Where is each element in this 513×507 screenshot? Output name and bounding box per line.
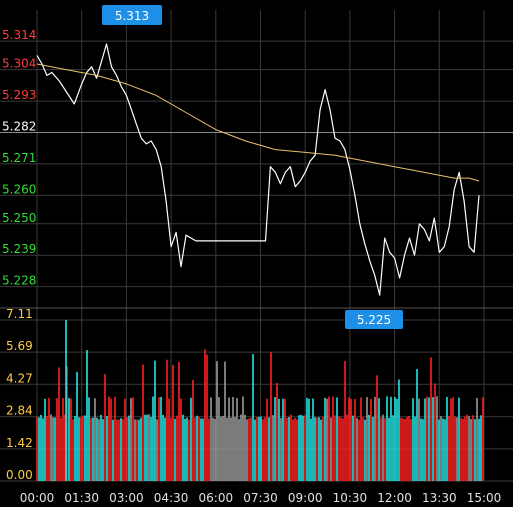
price-tick-label: 5.282 xyxy=(2,119,36,133)
time-tick-label: 06:00 xyxy=(199,491,234,505)
price-tick-label: 5.260 xyxy=(2,182,36,196)
price-tick-label: 5.228 xyxy=(2,274,36,288)
price-axis: 5.314 5.304 5.293 5.282 5.271 5.260 5.250 5.239… xyxy=(2,28,36,287)
low-price-label: 5.225 xyxy=(357,313,391,327)
time-tick-label: 00:00 xyxy=(20,491,55,505)
time-tick-label: 15:00 xyxy=(467,491,502,505)
high-price-label: 5.313 xyxy=(115,9,149,23)
volume-axis: 7.11 5.69 4.27 2.84 1.42 0.00 xyxy=(6,307,33,482)
time-tick-label: 12:00 xyxy=(377,491,412,505)
average-price-line xyxy=(36,63,480,182)
time-tick-label: 07:30 xyxy=(243,491,278,505)
low-price-tag: 5.225 xyxy=(345,310,403,329)
volume-tick-label: 2.84 xyxy=(6,404,33,418)
time-axis: 00:00 01:30 03:00 04:30 06:00 07:30 09:00 10:30… xyxy=(20,491,502,505)
volume-tick-label: 7.11 xyxy=(6,307,33,321)
time-tick-label: 09:00 xyxy=(288,491,323,505)
price-tick-label: 5.304 xyxy=(2,57,36,71)
volume-tick-label: 5.69 xyxy=(6,339,33,353)
volume-tick-label: 4.27 xyxy=(6,371,33,385)
time-tick-label: 04:30 xyxy=(154,491,189,505)
time-tick-label: 13:30 xyxy=(422,491,457,505)
volume-tick-label: 0.00 xyxy=(6,468,33,482)
volume-bars xyxy=(36,320,484,481)
price-tick-label: 5.314 xyxy=(2,28,36,42)
high-price-tag: 5.313 xyxy=(102,5,162,25)
price-tick-label: 5.250 xyxy=(2,211,36,225)
price-tick-label: 5.271 xyxy=(2,151,36,165)
price-line xyxy=(36,43,480,296)
price-tick-label: 5.239 xyxy=(2,242,36,256)
volume-tick-label: 1.42 xyxy=(6,436,33,450)
price-lines xyxy=(36,43,480,296)
price-tick-label: 5.293 xyxy=(2,88,36,102)
time-tick-label: 10:30 xyxy=(333,491,368,505)
time-tick-label: 01:30 xyxy=(64,491,99,505)
time-tick-label: 03:00 xyxy=(109,491,144,505)
